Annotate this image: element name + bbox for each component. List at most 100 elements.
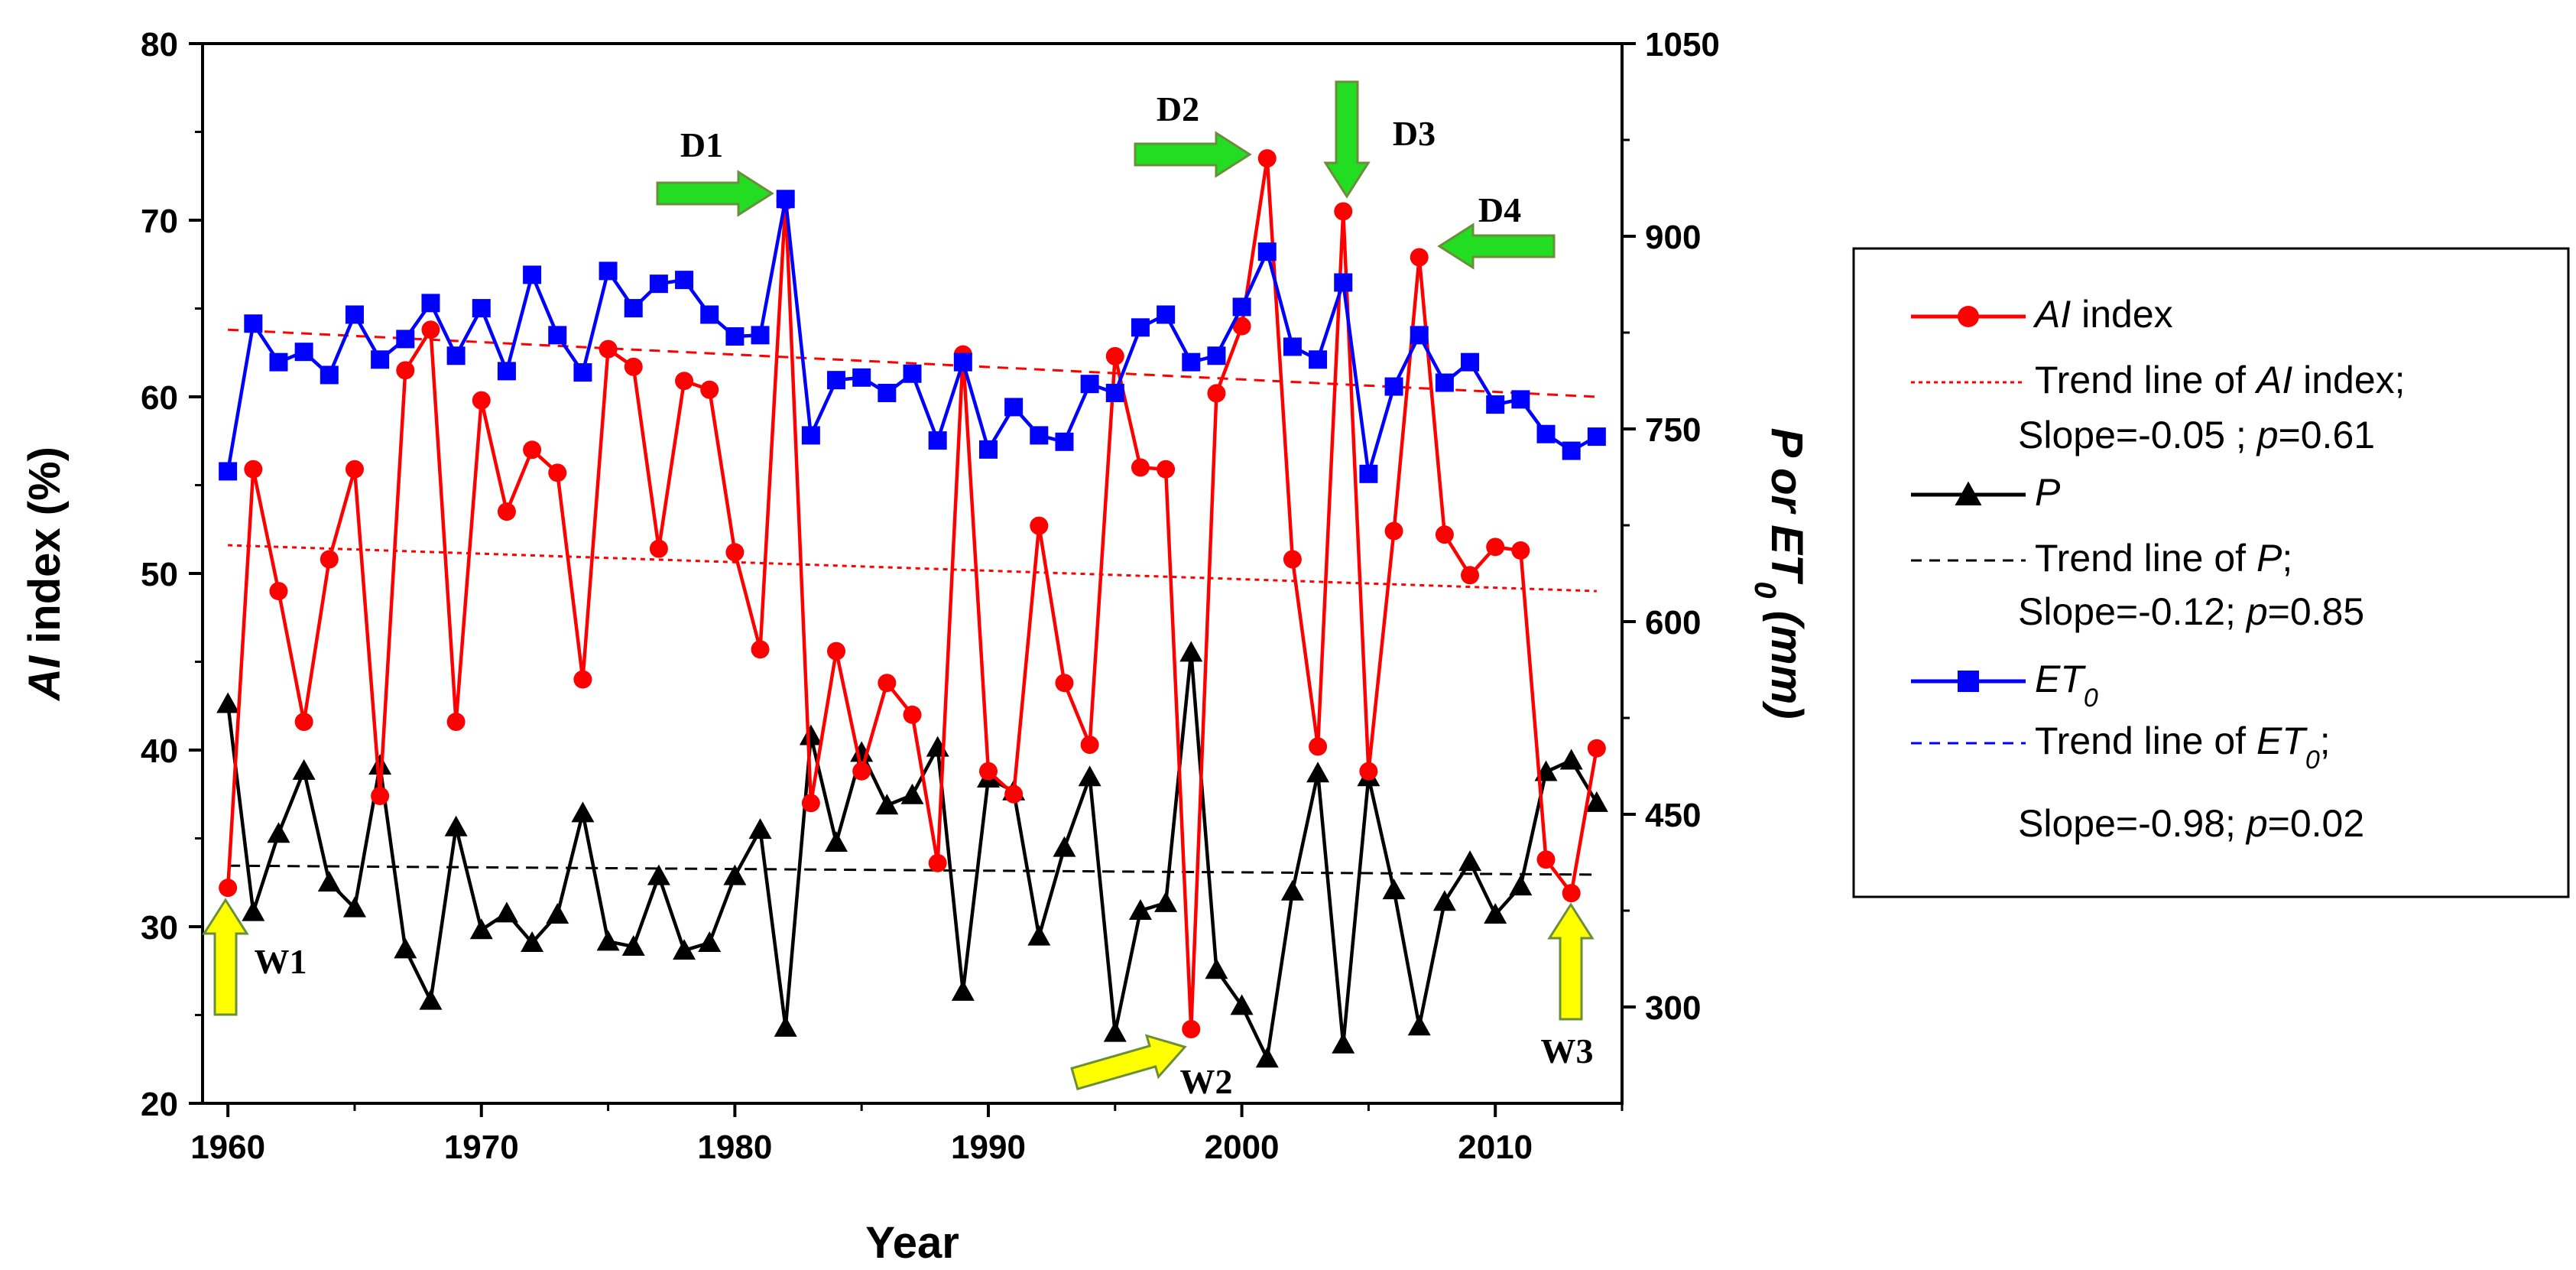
legend: AI index Trend line of AI index; Slope=-0.… bbox=[1852, 247, 2570, 898]
y-left-tick-label: 30 bbox=[141, 909, 178, 947]
data-point bbox=[1157, 460, 1176, 479]
data-point bbox=[852, 368, 871, 387]
data-point bbox=[1511, 541, 1530, 560]
legend-italic: p bbox=[2256, 414, 2279, 456]
data-point bbox=[1004, 784, 1024, 804]
legend-part2: index; bbox=[2292, 359, 2405, 401]
data-point bbox=[751, 640, 770, 659]
data-point bbox=[774, 1015, 797, 1037]
data-point bbox=[801, 794, 820, 813]
data-point bbox=[698, 931, 722, 952]
data-point bbox=[1179, 641, 1203, 662]
data-point bbox=[978, 440, 998, 459]
data-point bbox=[1131, 458, 1150, 477]
data-point bbox=[269, 582, 288, 601]
data-point bbox=[776, 190, 795, 209]
data-point bbox=[1105, 383, 1124, 402]
legend-part1: Trend line of bbox=[2035, 719, 2256, 762]
y-right-title-part1: P or ET bbox=[1762, 427, 1812, 584]
y-left-axis-title: AI index (%) bbox=[20, 447, 70, 702]
x-tick-label: 2010 bbox=[1458, 1129, 1533, 1166]
data-point bbox=[903, 705, 922, 724]
data-point bbox=[1128, 899, 1152, 920]
data-point bbox=[419, 989, 443, 1010]
annotation-w3: W3 bbox=[1541, 902, 1595, 1070]
data-point bbox=[1027, 924, 1051, 946]
data-point bbox=[1334, 273, 1353, 292]
data-point bbox=[1359, 464, 1378, 483]
data-point bbox=[1207, 346, 1226, 365]
data-point bbox=[219, 879, 238, 898]
annotations: D1 D2 D3 D4 W1 W2 W3 bbox=[202, 80, 1595, 1101]
x-tick-label: 1990 bbox=[951, 1129, 1026, 1166]
legend-part2: =0.61 bbox=[2279, 414, 2376, 456]
annotation-d1: D1 bbox=[656, 125, 774, 217]
data-point bbox=[521, 931, 544, 952]
legend-item: AI index bbox=[1911, 293, 2173, 336]
legend-sub: 0 bbox=[2084, 684, 2098, 713]
data-point bbox=[472, 391, 491, 410]
data-point bbox=[421, 320, 440, 339]
data-point bbox=[371, 350, 390, 369]
data-point bbox=[1257, 149, 1277, 168]
data-point bbox=[1055, 432, 1074, 451]
data-point bbox=[599, 261, 618, 281]
legend-marker bbox=[1958, 671, 1979, 692]
legend-italic: ET bbox=[2256, 719, 2308, 762]
data-point bbox=[675, 372, 694, 391]
data-series bbox=[216, 149, 1608, 1068]
data-point bbox=[523, 440, 542, 460]
data-point bbox=[953, 352, 972, 372]
annotation-label: W1 bbox=[255, 942, 307, 981]
data-point bbox=[1562, 441, 1581, 460]
data-point bbox=[928, 853, 947, 872]
data-point bbox=[649, 539, 668, 558]
trend-lines bbox=[228, 328, 1597, 876]
data-point bbox=[799, 724, 822, 745]
legend-part2: ; bbox=[2320, 719, 2331, 762]
legend-italic: p bbox=[2245, 802, 2268, 845]
legend-sub: 0 bbox=[2305, 745, 2320, 775]
annotation-arrow bbox=[1547, 902, 1595, 1021]
legend-item: Trend line of ET0; bbox=[1911, 719, 2331, 775]
legend-rest: index bbox=[2071, 293, 2172, 336]
data-point bbox=[621, 935, 645, 957]
data-point bbox=[673, 939, 696, 960]
data-point bbox=[1080, 736, 1099, 755]
data-point bbox=[320, 550, 339, 569]
data-point bbox=[1080, 375, 1099, 394]
data-point bbox=[1435, 373, 1454, 392]
data-point bbox=[523, 265, 542, 284]
data-point bbox=[1484, 903, 1507, 924]
data-point bbox=[1030, 516, 1049, 535]
data-point bbox=[1309, 350, 1328, 369]
legend-italic: P bbox=[2035, 471, 2061, 514]
data-point bbox=[573, 670, 592, 689]
legend-part2: =0.02 bbox=[2268, 802, 2365, 845]
annotation-d2: D2 bbox=[1134, 89, 1252, 178]
legend-item: Trend line of P; bbox=[1911, 537, 2292, 580]
data-point bbox=[444, 815, 468, 836]
legend-text: P bbox=[2035, 471, 2061, 514]
annotation-label: W3 bbox=[1541, 1031, 1594, 1070]
data-point bbox=[1410, 248, 1429, 267]
trend-line bbox=[228, 864, 1597, 876]
legend-italic: P bbox=[2256, 537, 2282, 580]
y-right-tick-label: 900 bbox=[1645, 219, 1701, 256]
data-point bbox=[1131, 318, 1150, 337]
data-point bbox=[1486, 538, 1505, 557]
legend-text: Trend line of AI index; bbox=[2035, 359, 2406, 401]
annotation-label: D3 bbox=[1393, 114, 1436, 153]
data-point bbox=[294, 713, 313, 732]
data-point bbox=[1105, 346, 1124, 365]
y-left-tick-label: 80 bbox=[141, 26, 178, 63]
annotation-arrow bbox=[202, 898, 249, 1016]
legend-item: Trend line of AI index; bbox=[1911, 359, 2406, 401]
legend-part2: =0.85 bbox=[2268, 590, 2365, 633]
legend-item: ET0 bbox=[1911, 658, 2098, 713]
legend-italic: p bbox=[2245, 590, 2268, 633]
data-point bbox=[1511, 390, 1530, 409]
annotation-arrow bbox=[656, 170, 774, 217]
legend-text: Slope=-0.05 ; p=0.61 bbox=[2018, 414, 2375, 456]
